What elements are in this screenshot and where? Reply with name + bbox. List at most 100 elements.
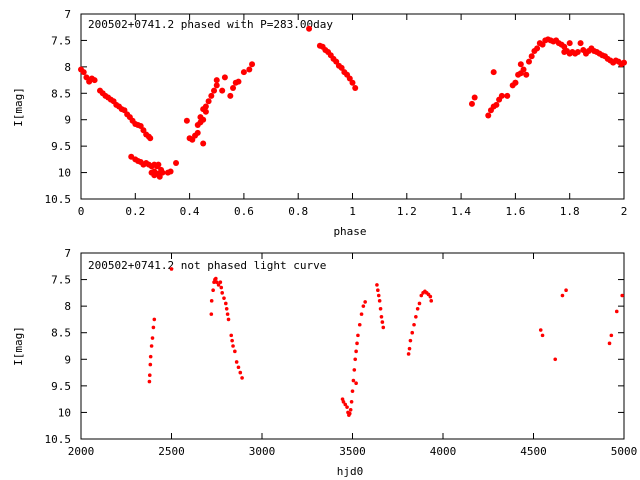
data-point (225, 312, 230, 316)
data-point (155, 161, 162, 168)
data-point (429, 299, 434, 303)
data-point (209, 299, 214, 303)
data-point (224, 301, 228, 306)
y-tick-label: 10 (58, 167, 71, 180)
data-point (209, 312, 214, 316)
data-point (226, 317, 231, 322)
y-tick-label: 7.5 (51, 34, 71, 47)
x-tick-label: 1 (349, 205, 356, 218)
x-tick-label: 1.4 (451, 205, 471, 218)
data-point (240, 376, 244, 380)
data-point (148, 362, 153, 367)
data-point (229, 333, 234, 338)
data-point (379, 314, 384, 319)
data-point (355, 341, 359, 346)
data-point (353, 357, 358, 362)
data-point (517, 61, 524, 68)
x-tick-label: 0.8 (288, 205, 308, 218)
data-point (231, 344, 235, 348)
y-tick-label: 9.5 (51, 140, 71, 153)
chart-1: 200502+0741.2 phased with P=283.00day ph… (12, 8, 627, 238)
data-point (534, 45, 541, 52)
data-point (224, 307, 229, 311)
data-point (211, 288, 215, 293)
data-point (410, 330, 415, 335)
y-tick-label: 8.5 (51, 87, 71, 100)
data-point (352, 85, 359, 91)
x-tick-label: 3500 (339, 445, 366, 458)
data-point (414, 314, 418, 319)
data-point (520, 66, 527, 73)
data-point (490, 69, 497, 76)
y-tick-label: 8.5 (51, 327, 71, 340)
data-point (560, 293, 565, 298)
data-point (150, 336, 155, 340)
chart-1-y-axis: 7 7.5 8 8.5 9 9.5 10 10.5 (45, 8, 624, 206)
chart-1-x-axis-title: phase (333, 225, 366, 238)
x-tick-label: 0.6 (234, 205, 254, 218)
data-point (233, 349, 237, 354)
chart-2-x-axis: 2000 2500 3000 3500 4000 4500 5000 (68, 253, 637, 458)
data-point (621, 59, 627, 66)
data-point (361, 304, 366, 308)
data-point (485, 112, 492, 119)
y-tick-label: 10.5 (45, 193, 72, 206)
data-point (91, 77, 98, 84)
data-point (149, 344, 154, 348)
x-tick-label: 0 (78, 205, 85, 218)
data-point (553, 357, 558, 362)
y-tick-label: 9 (64, 114, 71, 127)
data-point (614, 309, 619, 314)
data-point (428, 294, 433, 299)
data-point (408, 338, 413, 343)
data-point (512, 79, 519, 86)
data-point (213, 77, 220, 84)
data-point (230, 85, 237, 91)
chart-2-title: 200502+0741.2 not phased light curve (88, 259, 326, 272)
data-point (236, 365, 241, 370)
chart-2-data-points (147, 267, 624, 417)
chart-1-data-points (78, 25, 627, 180)
data-point (468, 100, 475, 107)
data-point (152, 317, 157, 322)
chart-2-x-axis-title: hjd0 (337, 465, 364, 478)
data-point (356, 333, 360, 338)
data-point (218, 280, 223, 285)
data-point (378, 307, 383, 311)
data-point (222, 296, 226, 300)
data-point (208, 92, 215, 99)
chart-2: 200502+0741.2 not phased light curve hjd… (12, 247, 637, 478)
data-point (238, 370, 243, 375)
data-point (151, 325, 156, 330)
data-point (359, 312, 364, 316)
data-point (574, 49, 581, 56)
data-point (205, 98, 212, 105)
data-point (620, 293, 624, 298)
chart-1-y-axis-title: I[mag] (12, 87, 25, 127)
data-point (354, 349, 358, 354)
data-point (80, 69, 87, 76)
data-point (213, 82, 220, 89)
data-point (349, 79, 356, 86)
data-point (347, 411, 352, 416)
data-point (194, 129, 201, 136)
data-point (609, 333, 614, 338)
data-point (343, 402, 348, 407)
data-point (234, 360, 239, 364)
data-point (249, 61, 256, 68)
data-point (230, 338, 234, 343)
data-point (504, 92, 511, 99)
data-point (525, 58, 532, 65)
data-point (407, 346, 412, 351)
data-point (219, 87, 226, 94)
data-point (498, 92, 505, 99)
data-point (147, 373, 152, 378)
data-point (220, 291, 224, 295)
data-point (376, 293, 381, 298)
data-point (357, 322, 362, 327)
y-tick-label: 7 (64, 8, 71, 21)
x-tick-label: 2 (621, 205, 628, 218)
data-point (493, 101, 500, 108)
data-point (528, 53, 535, 60)
data-point (167, 168, 174, 175)
